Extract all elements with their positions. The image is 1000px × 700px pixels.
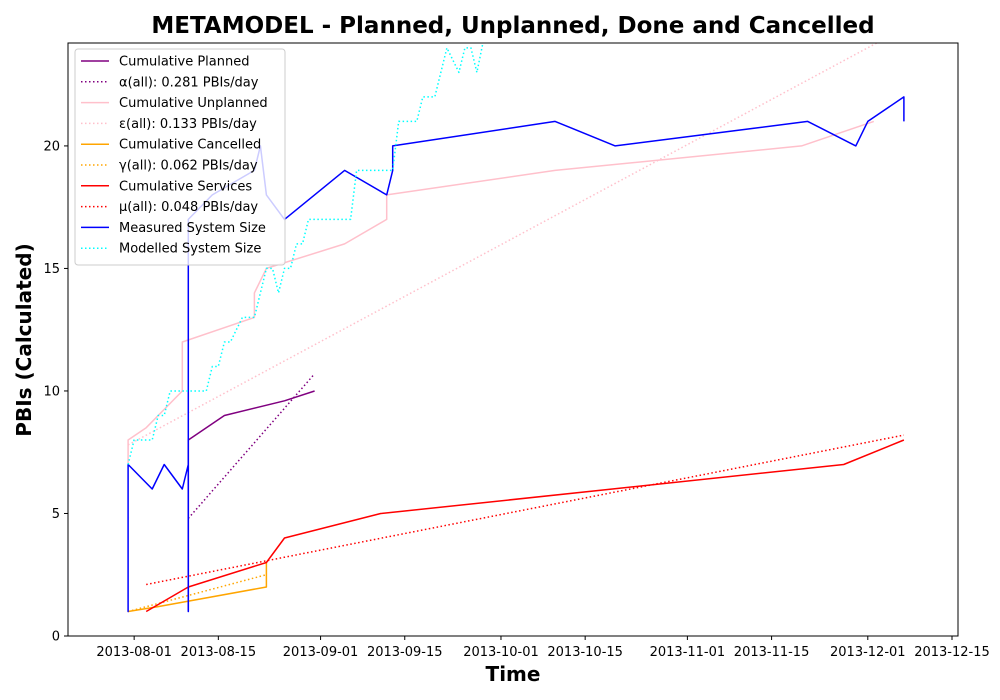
y-tick-label: 10 bbox=[43, 384, 60, 399]
series-line-2 bbox=[187, 373, 316, 519]
series-line-10 bbox=[127, 43, 484, 465]
legend-label-8: μ(all): 0.048 PBIs/day bbox=[119, 200, 258, 215]
y-axis-label: PBIs (Calculated) bbox=[12, 243, 36, 436]
legend-label-5: Cumulative Cancelled bbox=[119, 138, 261, 153]
legend-label-2: α(all): 0.281 PBIs/day bbox=[119, 75, 259, 90]
legend-label-6: γ(all): 0.062 PBIs/day bbox=[119, 159, 258, 174]
series-line-1 bbox=[187, 390, 315, 612]
x-tick-label: 2013-10-15 bbox=[547, 645, 623, 660]
y-tick-label: 20 bbox=[43, 139, 60, 154]
legend: Cumulative Planned α(all): 0.281 PBIs/day… bbox=[74, 48, 286, 266]
x-tick-label: 2013-08-15 bbox=[181, 645, 257, 660]
x-tick-label: 2013-10-01 bbox=[463, 645, 539, 660]
x-tick-label: 2013-09-01 bbox=[283, 645, 359, 660]
legend-box bbox=[74, 48, 286, 266]
series-line-3 bbox=[127, 120, 875, 465]
legend-label-3: Cumulative Unplanned bbox=[119, 96, 268, 111]
x-tick-label: 2013-11-15 bbox=[734, 645, 810, 660]
series-line-6 bbox=[127, 573, 267, 613]
legend-label-7: Cumulative Services bbox=[119, 179, 252, 194]
x-axis-label: Time bbox=[486, 662, 541, 686]
chart-title: METAMODEL - Planned, Unplanned, Done and… bbox=[151, 13, 874, 39]
y-tick-label: 0 bbox=[52, 630, 60, 645]
series-line-8 bbox=[146, 434, 905, 586]
legend-label-1: Cumulative Planned bbox=[119, 55, 249, 70]
x-tick-label: 2013-12-15 bbox=[914, 645, 990, 660]
x-tick-label: 2013-09-15 bbox=[367, 645, 443, 660]
x-axis-ticks: 2013-08-01 2013-08-15 2013-09-01 2013-09-15… bbox=[96, 636, 990, 660]
series-line-5 bbox=[127, 562, 268, 613]
x-tick-label: 2013-11-01 bbox=[650, 645, 726, 660]
y-axis-ticks: 0 5 10 15 20 bbox=[43, 139, 68, 645]
series-line-7 bbox=[145, 439, 905, 613]
y-tick-label: 15 bbox=[43, 262, 60, 277]
series-line-4 bbox=[127, 43, 879, 446]
y-tick-label: 5 bbox=[52, 507, 60, 522]
legend-label-4: ε(all): 0.133 PBIs/day bbox=[119, 117, 257, 132]
x-tick-label: 2013-12-01 bbox=[830, 645, 906, 660]
legend-label-9: Measured System Size bbox=[119, 221, 266, 236]
legend-label-10: Modelled System Size bbox=[119, 242, 261, 257]
plot-frame bbox=[67, 42, 959, 637]
x-tick-label: 2013-08-01 bbox=[96, 645, 172, 660]
